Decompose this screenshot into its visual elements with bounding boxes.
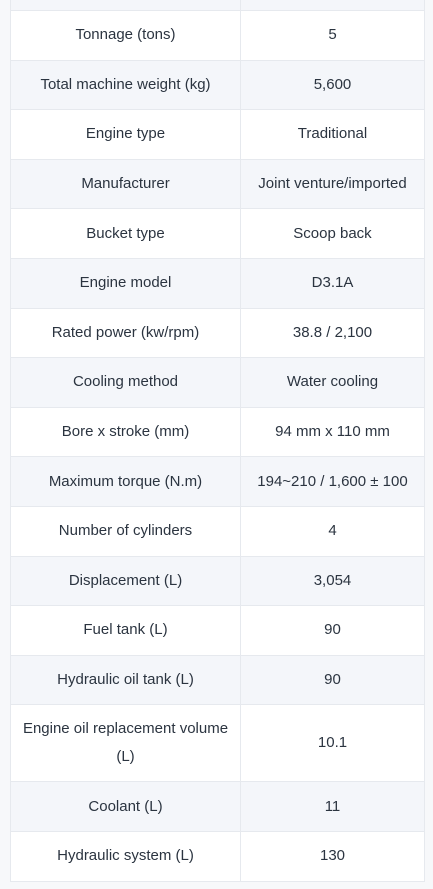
spec-value: Water cooling	[240, 357, 425, 408]
spec-value: 90	[240, 605, 425, 656]
spec-label: Engine model	[10, 257, 241, 309]
table-cell-empty	[10, 0, 241, 11]
spec-label: Engine oil replacement volume (L)	[10, 704, 241, 783]
spec-label: Engine type	[10, 109, 241, 160]
table-row: Bucket type Scoop back	[10, 208, 425, 259]
spec-label: Hydraulic system (L)	[10, 830, 241, 882]
spec-value: 3,054	[240, 555, 425, 607]
table-row: Number of cylinders 4	[10, 505, 425, 557]
spec-label: Rated power (kw/rpm)	[10, 307, 241, 359]
spec-label: Cooling method	[10, 357, 241, 408]
spec-value: D3.1A	[240, 257, 425, 309]
table-row: Coolant (L) 11	[10, 781, 425, 832]
spec-value: 94 mm x 110 mm	[240, 406, 425, 458]
table-row: Engine oil replacement volume (L) 10.1	[10, 704, 425, 783]
table-row: Engine model D3.1A	[10, 257, 425, 309]
spec-label: Coolant (L)	[10, 781, 241, 832]
spec-label: Fuel tank (L)	[10, 605, 241, 656]
spec-value: 10.1	[240, 704, 425, 783]
table-row: Manufacturer Joint venture/imported	[10, 158, 425, 210]
table-cell-empty	[240, 0, 425, 11]
table-row: Rated power (kw/rpm) 38.8 / 2,100	[10, 307, 425, 359]
spec-value: 4	[240, 505, 425, 557]
table-row: Tonnage (tons) 5	[10, 10, 425, 61]
spec-value: 194~210 / 1,600 ± 100	[240, 456, 425, 507]
specifications-table-body: Tonnage (tons) 5 Total machine weight (k…	[10, 0, 425, 882]
specifications-table: Tonnage (tons) 5 Total machine weight (k…	[10, 0, 425, 882]
spec-label: Displacement (L)	[10, 555, 241, 607]
spec-value: 5	[240, 10, 425, 61]
spec-value: 11	[240, 781, 425, 832]
spec-value: 5,600	[240, 59, 425, 111]
spec-value: Scoop back	[240, 208, 425, 259]
spec-value: 130	[240, 830, 425, 882]
table-row: Bore x stroke (mm) 94 mm x 110 mm	[10, 406, 425, 458]
table-row: Hydraulic system (L) 130	[10, 830, 425, 882]
spec-label: Tonnage (tons)	[10, 10, 241, 61]
table-row: Hydraulic oil tank (L) 90	[10, 654, 425, 706]
table-row: Displacement (L) 3,054	[10, 555, 425, 607]
spec-value: Joint venture/imported	[240, 158, 425, 210]
spec-label: Manufacturer	[10, 158, 241, 210]
spec-label: Hydraulic oil tank (L)	[10, 654, 241, 706]
table-row: Cooling method Water cooling	[10, 357, 425, 408]
spec-label: Number of cylinders	[10, 505, 241, 557]
table-row: Engine type Traditional	[10, 109, 425, 160]
spec-label: Maximum torque (N.m)	[10, 456, 241, 507]
table-row-cut-off	[10, 0, 425, 11]
spec-value: 38.8 / 2,100	[240, 307, 425, 359]
spec-value: Traditional	[240, 109, 425, 160]
table-row: Fuel tank (L) 90	[10, 605, 425, 656]
spec-label: Bucket type	[10, 208, 241, 259]
table-row: Maximum torque (N.m) 194~210 / 1,600 ± 1…	[10, 456, 425, 507]
spec-value: 90	[240, 654, 425, 706]
spec-label: Bore x stroke (mm)	[10, 406, 241, 458]
table-row: Total machine weight (kg) 5,600	[10, 59, 425, 111]
spec-label: Total machine weight (kg)	[10, 59, 241, 111]
